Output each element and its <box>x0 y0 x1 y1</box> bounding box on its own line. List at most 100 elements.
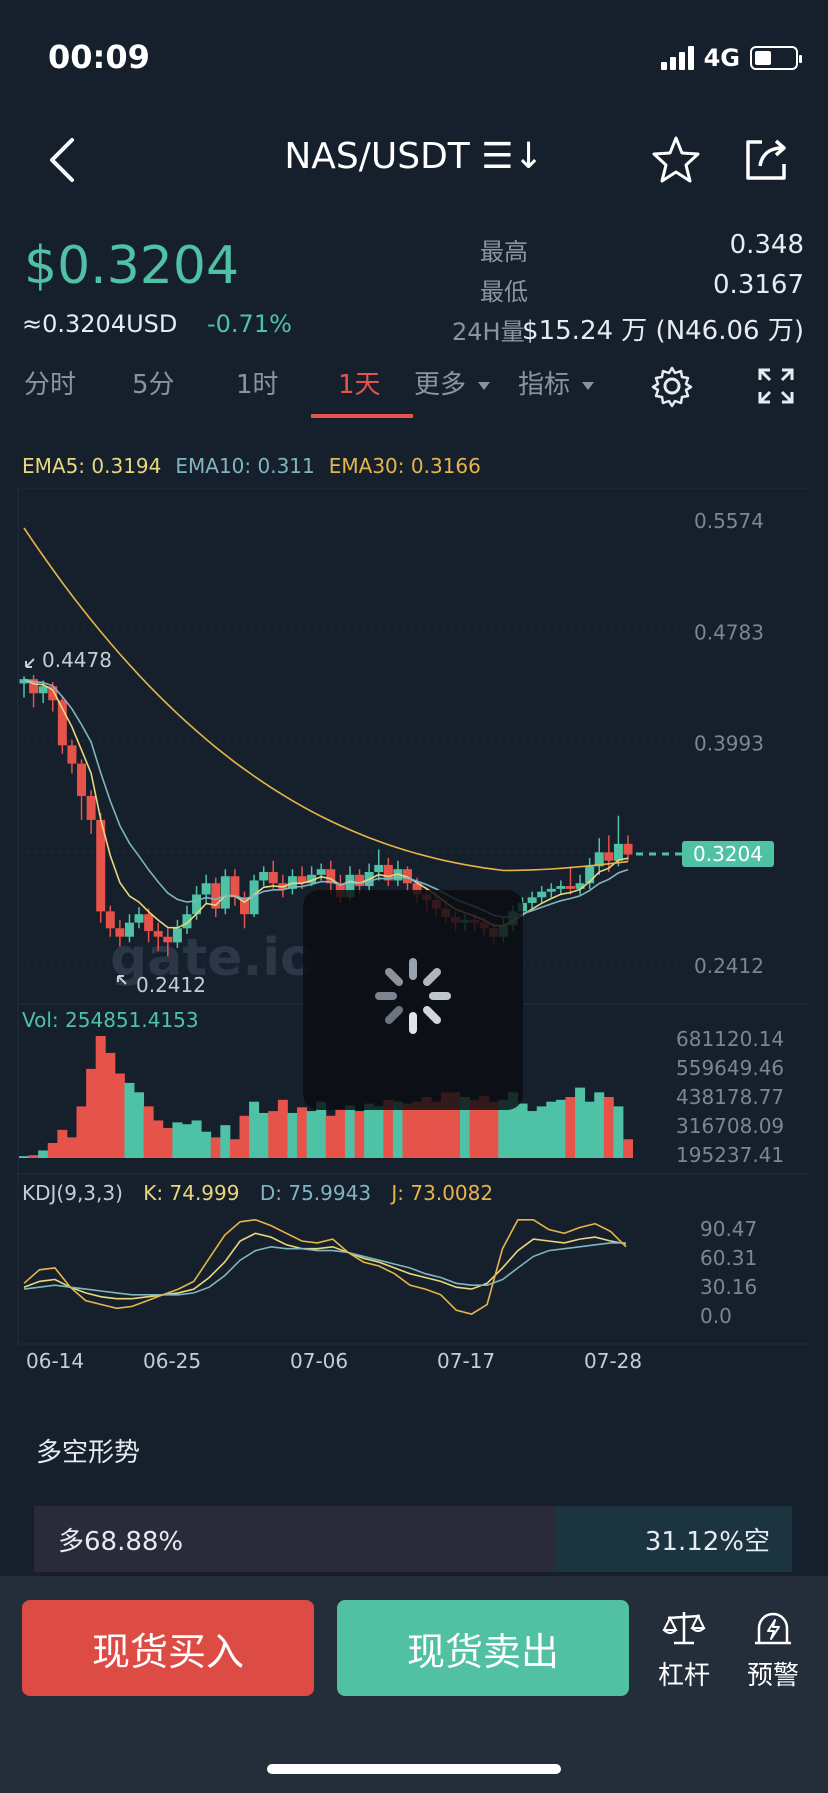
volume-bar <box>191 1120 202 1158</box>
gear-icon[interactable] <box>650 364 694 408</box>
volume-bar <box>38 1150 49 1158</box>
price-change: -0.71% <box>207 310 292 338</box>
volume-tick-label: 316708.09 <box>676 1114 784 1138</box>
chevron-down-icon <box>582 381 595 390</box>
volume-bar <box>277 1099 288 1158</box>
volume-bar <box>249 1101 260 1158</box>
tab-indicators[interactable]: 指标 <box>518 364 595 401</box>
candle-body <box>402 869 412 884</box>
volume-bar <box>181 1124 192 1158</box>
share-icon[interactable] <box>740 134 792 186</box>
volume-bar <box>460 1097 471 1158</box>
volume-bar <box>517 1103 528 1158</box>
volume-bar <box>134 1092 145 1158</box>
price-tick-label: 0.4783 <box>694 620 764 644</box>
candle-body <box>374 864 384 872</box>
volume-bar <box>383 1099 394 1158</box>
leverage-button[interactable]: 杠杆 <box>644 1608 724 1692</box>
volume-bar <box>584 1101 595 1158</box>
volume-bar <box>172 1122 183 1158</box>
signal-icon <box>660 46 694 70</box>
candle-body <box>201 883 211 895</box>
pair-title[interactable]: NAS/USDT ☰↓ <box>284 136 544 177</box>
candle-body <box>57 700 67 746</box>
volume-value: $15.24 万 (N46.06 万) <box>522 316 804 346</box>
lightning-alert-icon <box>755 1612 791 1645</box>
star-icon[interactable] <box>650 134 702 186</box>
candle-body <box>412 883 422 895</box>
back-arrow-icon[interactable] <box>44 130 84 190</box>
short-ratio: 31.12%空 <box>556 1506 792 1572</box>
scale-icon <box>662 1612 706 1645</box>
kdj-j: J: 73.0082 <box>389 1181 493 1205</box>
long-short-bar: 多68.88% 31.12%空 <box>34 1506 792 1572</box>
tab-1hour[interactable]: 1时 <box>236 370 279 400</box>
tab-more-label: 更多 <box>414 370 467 400</box>
candle-body <box>604 852 614 861</box>
candle-body <box>192 894 202 915</box>
ema10-line <box>23 678 629 918</box>
candle-body <box>172 928 182 943</box>
kdj-name: KDJ(9,3,3) <box>22 1181 123 1205</box>
candle-body <box>124 922 134 937</box>
volume-bar <box>258 1112 269 1158</box>
volume-bar <box>450 1092 461 1158</box>
kdj-legend: KDJ(9,3,3) K: 74.999 D: 75.9943 J: 73.00… <box>22 1181 493 1205</box>
candle-body <box>537 891 547 898</box>
ema5-label: EMA5: 0.3194 <box>22 454 162 478</box>
volume-bar <box>364 1103 375 1158</box>
volume-bar <box>153 1120 164 1158</box>
ema-legend: EMA5: 0.3194 EMA10: 0.311 EMA30: 0.3166 <box>22 454 481 478</box>
candle-body <box>182 914 192 929</box>
kdj-d-line <box>23 1242 626 1296</box>
current-price-tag <box>682 841 774 867</box>
tab-5min[interactable]: 5分 <box>132 370 175 400</box>
volume-bar <box>124 1082 135 1158</box>
status-indicators: 4G <box>660 44 802 72</box>
spot-buy-button[interactable]: 现货买入 <box>22 1600 314 1696</box>
tab-timeline[interactable]: 分时 <box>24 370 77 400</box>
ema30-label: EMA30: 0.3166 <box>328 454 481 478</box>
candle-body <box>316 869 326 875</box>
price-tick-label: 0.3993 <box>694 732 764 756</box>
volume-bar <box>594 1092 605 1158</box>
candle-body <box>38 686 48 694</box>
candle-body <box>259 871 269 881</box>
volume-bar <box>229 1139 240 1158</box>
candle-body <box>326 869 336 884</box>
volume-bar <box>19 1156 29 1158</box>
candle-body <box>623 843 633 855</box>
kline-chart[interactable]: gate.io 0.5574 0.4783 0.3993 0.2412 681120.1… <box>0 488 828 1388</box>
candle-body <box>240 897 250 915</box>
tab-more[interactable]: 更多 <box>414 364 491 401</box>
volume-tick-label: 559649.46 <box>676 1056 784 1080</box>
volume-bar <box>469 1099 480 1158</box>
volume-bar <box>546 1101 557 1158</box>
volume-bar <box>325 1115 336 1158</box>
volume-bar <box>114 1073 125 1158</box>
volume-bar <box>488 1101 499 1158</box>
volume-bar <box>268 1111 279 1158</box>
volume-bar <box>440 1092 451 1158</box>
volume-bar <box>354 1111 365 1158</box>
volume-bar <box>623 1139 633 1158</box>
candle-body <box>134 914 144 923</box>
fullscreen-icon[interactable] <box>756 366 796 406</box>
tab-1day[interactable]: 1天 <box>338 370 381 400</box>
volume-bar <box>402 1103 413 1158</box>
spot-sell-button[interactable]: 现货卖出 <box>337 1600 629 1696</box>
kdj-tick-label: 0.0 <box>700 1304 732 1328</box>
candle-body <box>144 914 154 932</box>
volume-legend: Vol: 254851.4153 <box>22 1008 199 1032</box>
date-tick-label: 07-06 <box>290 1349 348 1373</box>
volume-bar <box>28 1155 39 1158</box>
volume-tick-label: 438178.77 <box>676 1085 784 1109</box>
volume-bar <box>95 1036 106 1158</box>
alert-button[interactable]: 预警 <box>733 1608 813 1692</box>
volume-bar <box>373 1106 384 1158</box>
volume-bar <box>392 1101 403 1158</box>
candle-body <box>96 819 106 912</box>
kdj-k-line <box>23 1232 627 1300</box>
volume-bar <box>239 1115 250 1158</box>
ema10-label: EMA10: 0.311 <box>175 454 315 478</box>
